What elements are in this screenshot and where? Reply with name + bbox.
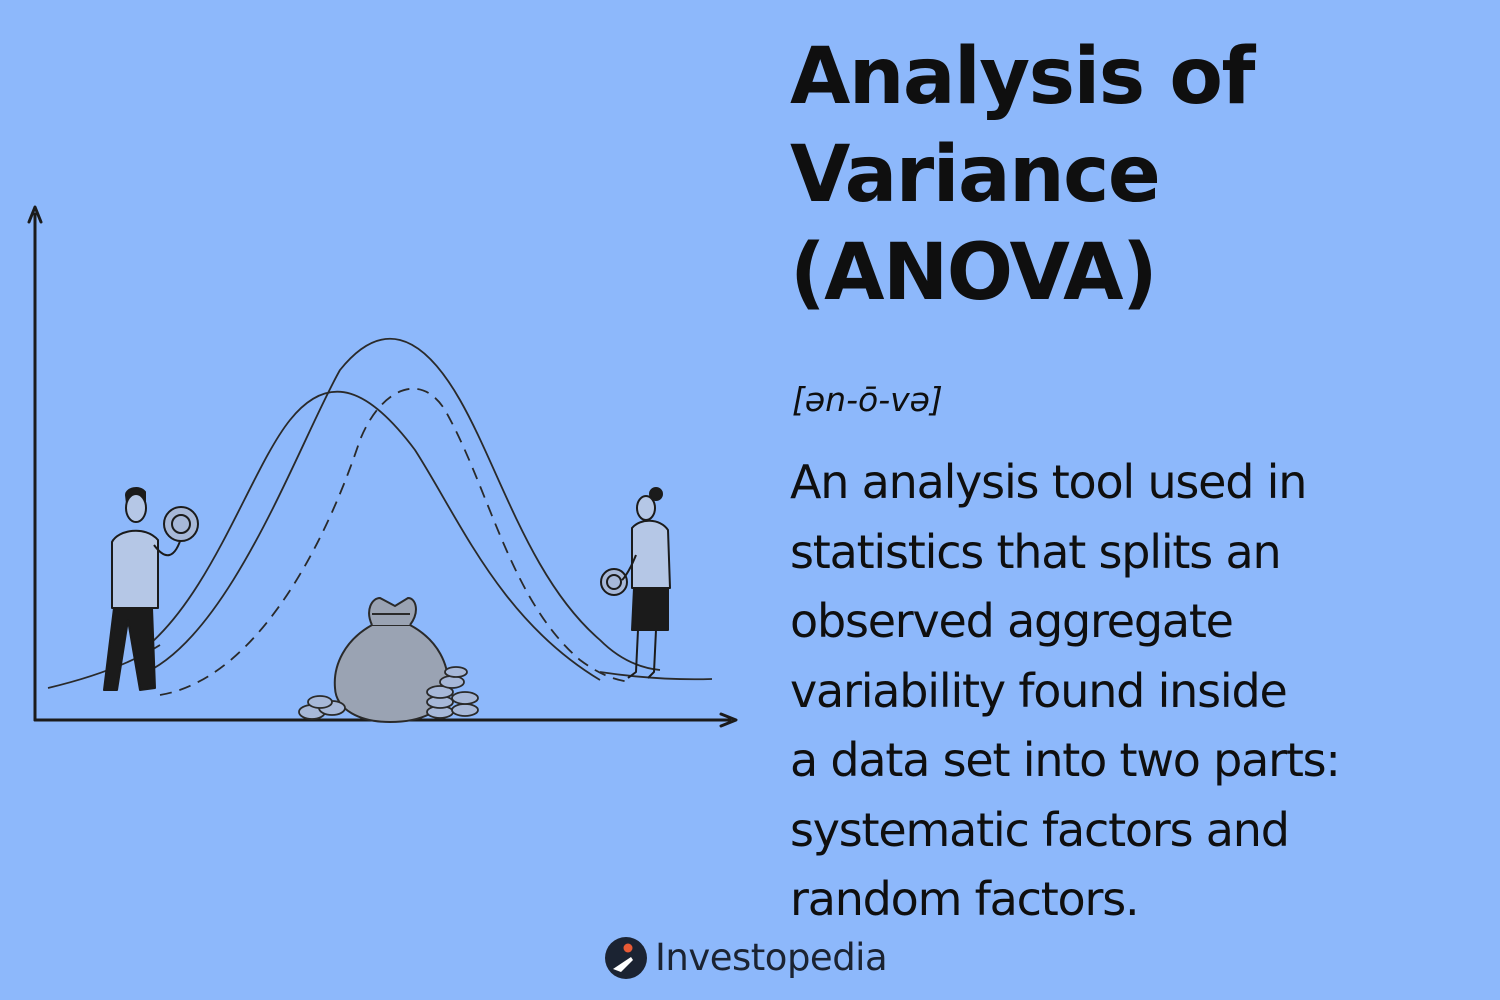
definition-line: observed aggregate <box>790 594 1234 648</box>
money-bag-icon <box>333 596 450 724</box>
bell-curve-dashed <box>159 387 631 696</box>
investopedia-logo-icon <box>605 937 647 979</box>
definition-text: An analysis tool used in statistics that… <box>790 448 1490 935</box>
illustration <box>27 205 738 728</box>
coin-stack-icon <box>298 666 479 720</box>
pronunciation: [ən-ō-və] <box>792 380 943 419</box>
brand: Investopedia <box>604 934 888 982</box>
woman-holding-coin-icon <box>600 487 671 679</box>
title-line: Analysis of <box>790 32 1255 122</box>
brand-name: Investopedia <box>655 936 888 979</box>
definition-line: systematic factors and <box>790 802 1290 857</box>
definition-line: An analysis tool used in <box>790 455 1307 509</box>
definition-line: random factors. <box>790 872 1140 926</box>
title-line: Variance <box>790 130 1161 220</box>
definition-line: statistics that splits an <box>790 524 1282 579</box>
man-holding-coin-icon <box>103 487 199 691</box>
definition-line: variability found inside <box>790 663 1288 718</box>
bell-curve-left <box>139 390 601 681</box>
page-title: Analysis of Variance (ANOVA) <box>790 28 1480 322</box>
bell-curve-right <box>139 337 661 676</box>
title-line: (ANOVA) <box>790 228 1158 318</box>
definition-line: a data set into two parts: <box>790 733 1341 787</box>
